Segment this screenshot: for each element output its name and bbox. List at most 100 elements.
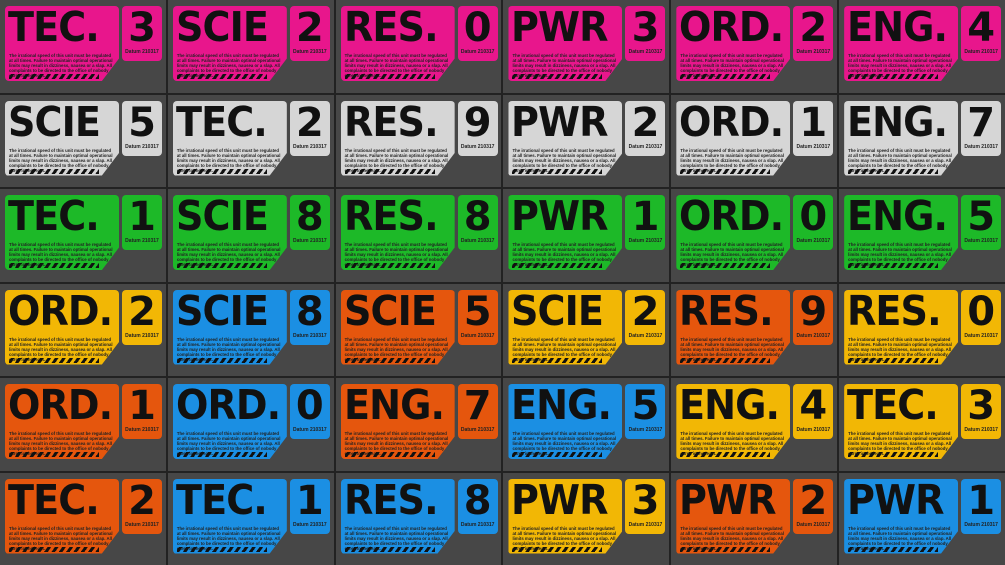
- label-main-panel: ORD. The irrational speed of this unit m…: [5, 384, 119, 459]
- hazard-stripe: [344, 263, 435, 268]
- label-code: SCIE: [511, 286, 604, 335]
- label-code: TEC.: [8, 475, 100, 524]
- label-tile: ORD. The irrational speed of this unit m…: [671, 189, 838, 282]
- label-main-panel: TEC. The irrational speed of this unit m…: [5, 478, 119, 554]
- label-datum: Datum 210317: [125, 332, 159, 339]
- label-datum: Datum 210317: [628, 238, 663, 244]
- label-number-panel: 8 Datum 210317: [457, 194, 498, 250]
- label-number: 2: [128, 288, 156, 335]
- hazard-stripe: [9, 357, 99, 363]
- label-code: PWR: [511, 475, 609, 524]
- label-datum: Datum 210317: [293, 49, 327, 55]
- label-main-panel: SCIE The irrational speed of this unit m…: [508, 289, 623, 365]
- hazard-stripe: [512, 168, 603, 174]
- label-main-panel: RES. The irrational speed of this unit m…: [676, 289, 791, 365]
- hazard-stripe: [512, 263, 603, 268]
- label-tile: SCIE The irrational speed of this unit m…: [167, 0, 334, 93]
- label-number-panel: 1 Datum 210317: [122, 383, 162, 439]
- label-tile: ORD. The irrational speed of this unit m…: [671, 0, 838, 93]
- label-main-panel: RES. The irrational speed of this unit m…: [340, 478, 455, 554]
- label-number-panel: 7 Datum 210317: [457, 383, 498, 439]
- label-main-panel: ENG. The irrational speed of this unit m…: [844, 100, 959, 176]
- label-datum: Datum 210317: [964, 427, 998, 433]
- label-number-panel: 0 Datum 210317: [289, 383, 330, 439]
- label-number: 9: [799, 288, 828, 335]
- label-code: TEC.: [8, 192, 100, 240]
- label-code: ORD.: [679, 3, 784, 51]
- hazard-stripe: [344, 168, 435, 174]
- label-tile: ENG. The irrational speed of this unit m…: [671, 378, 838, 471]
- label-number: 0: [463, 5, 492, 51]
- hazard-stripe: [848, 168, 939, 174]
- hazard-stripe: [848, 74, 939, 79]
- label-number-panel: 3 Datum 210317: [122, 5, 162, 61]
- hazard-stripe: [9, 168, 99, 174]
- label-tile: ENG. The irrational speed of this unit m…: [839, 94, 1005, 187]
- label-datum: Datum 210317: [125, 521, 159, 528]
- label-tile: PWR The irrational speed of this unit mu…: [839, 472, 1005, 565]
- label-number-panel: 7 Datum 210317: [961, 99, 1002, 156]
- label-tile: ORD. The irrational speed of this unit m…: [0, 378, 166, 471]
- label-datum: Datum 210317: [964, 238, 998, 244]
- label-tile: TEC. The irrational speed of this unit m…: [0, 472, 166, 565]
- hazard-stripe: [512, 452, 603, 457]
- hazard-stripe: [680, 546, 771, 552]
- label-datum: Datum 210317: [796, 427, 831, 433]
- label-main-panel: TEC. The irrational speed of this unit m…: [5, 6, 119, 81]
- label-main-panel: SCIE The irrational speed of this unit m…: [5, 100, 119, 176]
- label-code: SCIE: [175, 3, 269, 51]
- label-number: 8: [463, 477, 492, 524]
- label-number: 2: [631, 99, 660, 146]
- label-tile: PWR The irrational speed of this unit mu…: [671, 472, 838, 565]
- hazard-stripe: [9, 74, 99, 79]
- label-code: ENG.: [847, 97, 948, 146]
- label-code: ENG.: [679, 381, 780, 429]
- hazard-stripe: [848, 263, 939, 268]
- label-number: 7: [967, 99, 996, 146]
- label-datum: Datum 210317: [628, 143, 663, 150]
- hazard-stripe: [680, 263, 771, 268]
- hazard-stripe: [176, 546, 267, 552]
- label-main-panel: PWR The irrational speed of this unit mu…: [508, 195, 623, 270]
- hazard-stripe: [176, 357, 267, 363]
- label-number: 4: [967, 5, 996, 51]
- label-code: ENG.: [511, 381, 612, 429]
- label-datum: Datum 210317: [460, 238, 495, 244]
- label-datum: Datum 210317: [628, 49, 663, 55]
- label-tile: TEC. The irrational speed of this unit m…: [0, 189, 166, 282]
- label-tile: PWR The irrational speed of this unit mu…: [503, 94, 670, 187]
- hazard-stripe: [680, 452, 771, 457]
- label-number: 8: [295, 288, 324, 335]
- label-main-panel: ENG. The irrational speed of this unit m…: [508, 384, 623, 459]
- label-main-panel: TEC. The irrational speed of this unit m…: [172, 100, 287, 176]
- label-code: RES.: [679, 286, 774, 335]
- label-datum: Datum 210317: [796, 521, 831, 528]
- hazard-stripe: [512, 357, 603, 363]
- label-number-panel: 2 Datum 210317: [289, 5, 330, 61]
- label-datum: Datum 210317: [964, 332, 998, 339]
- label-main-panel: PWR The irrational speed of this unit mu…: [844, 478, 959, 554]
- label-code: PWR: [511, 3, 609, 51]
- label-code: ORD.: [8, 286, 113, 335]
- label-number-panel: 4 Datum 210317: [961, 5, 1002, 61]
- label-number-panel: 2 Datum 210317: [289, 100, 330, 156]
- label-number: 2: [631, 288, 660, 335]
- label-code: ORD.: [175, 381, 281, 429]
- label-datum: Datum 210317: [628, 332, 663, 339]
- label-number: 2: [799, 477, 828, 524]
- label-datum: Datum 210317: [293, 143, 327, 150]
- label-tile: SCIE The irrational speed of this unit m…: [167, 283, 334, 376]
- label-tile: ORD. The irrational speed of this unit m…: [167, 378, 334, 471]
- label-tile: PWR The irrational speed of this unit mu…: [503, 0, 670, 93]
- label-main-panel: PWR The irrational speed of this unit mu…: [508, 6, 623, 81]
- label-main-panel: ENG. The irrational speed of this unit m…: [844, 195, 959, 270]
- label-datum: Datum 210317: [796, 49, 831, 55]
- label-code: RES.: [343, 97, 439, 146]
- label-datum: Datum 210317: [125, 49, 159, 55]
- label-datum: Datum 210317: [964, 143, 998, 150]
- label-datum: Datum 210317: [964, 49, 998, 55]
- label-number: 1: [295, 477, 324, 524]
- hazard-stripe: [344, 74, 435, 79]
- label-main-panel: ENG. The irrational speed of this unit m…: [676, 384, 791, 459]
